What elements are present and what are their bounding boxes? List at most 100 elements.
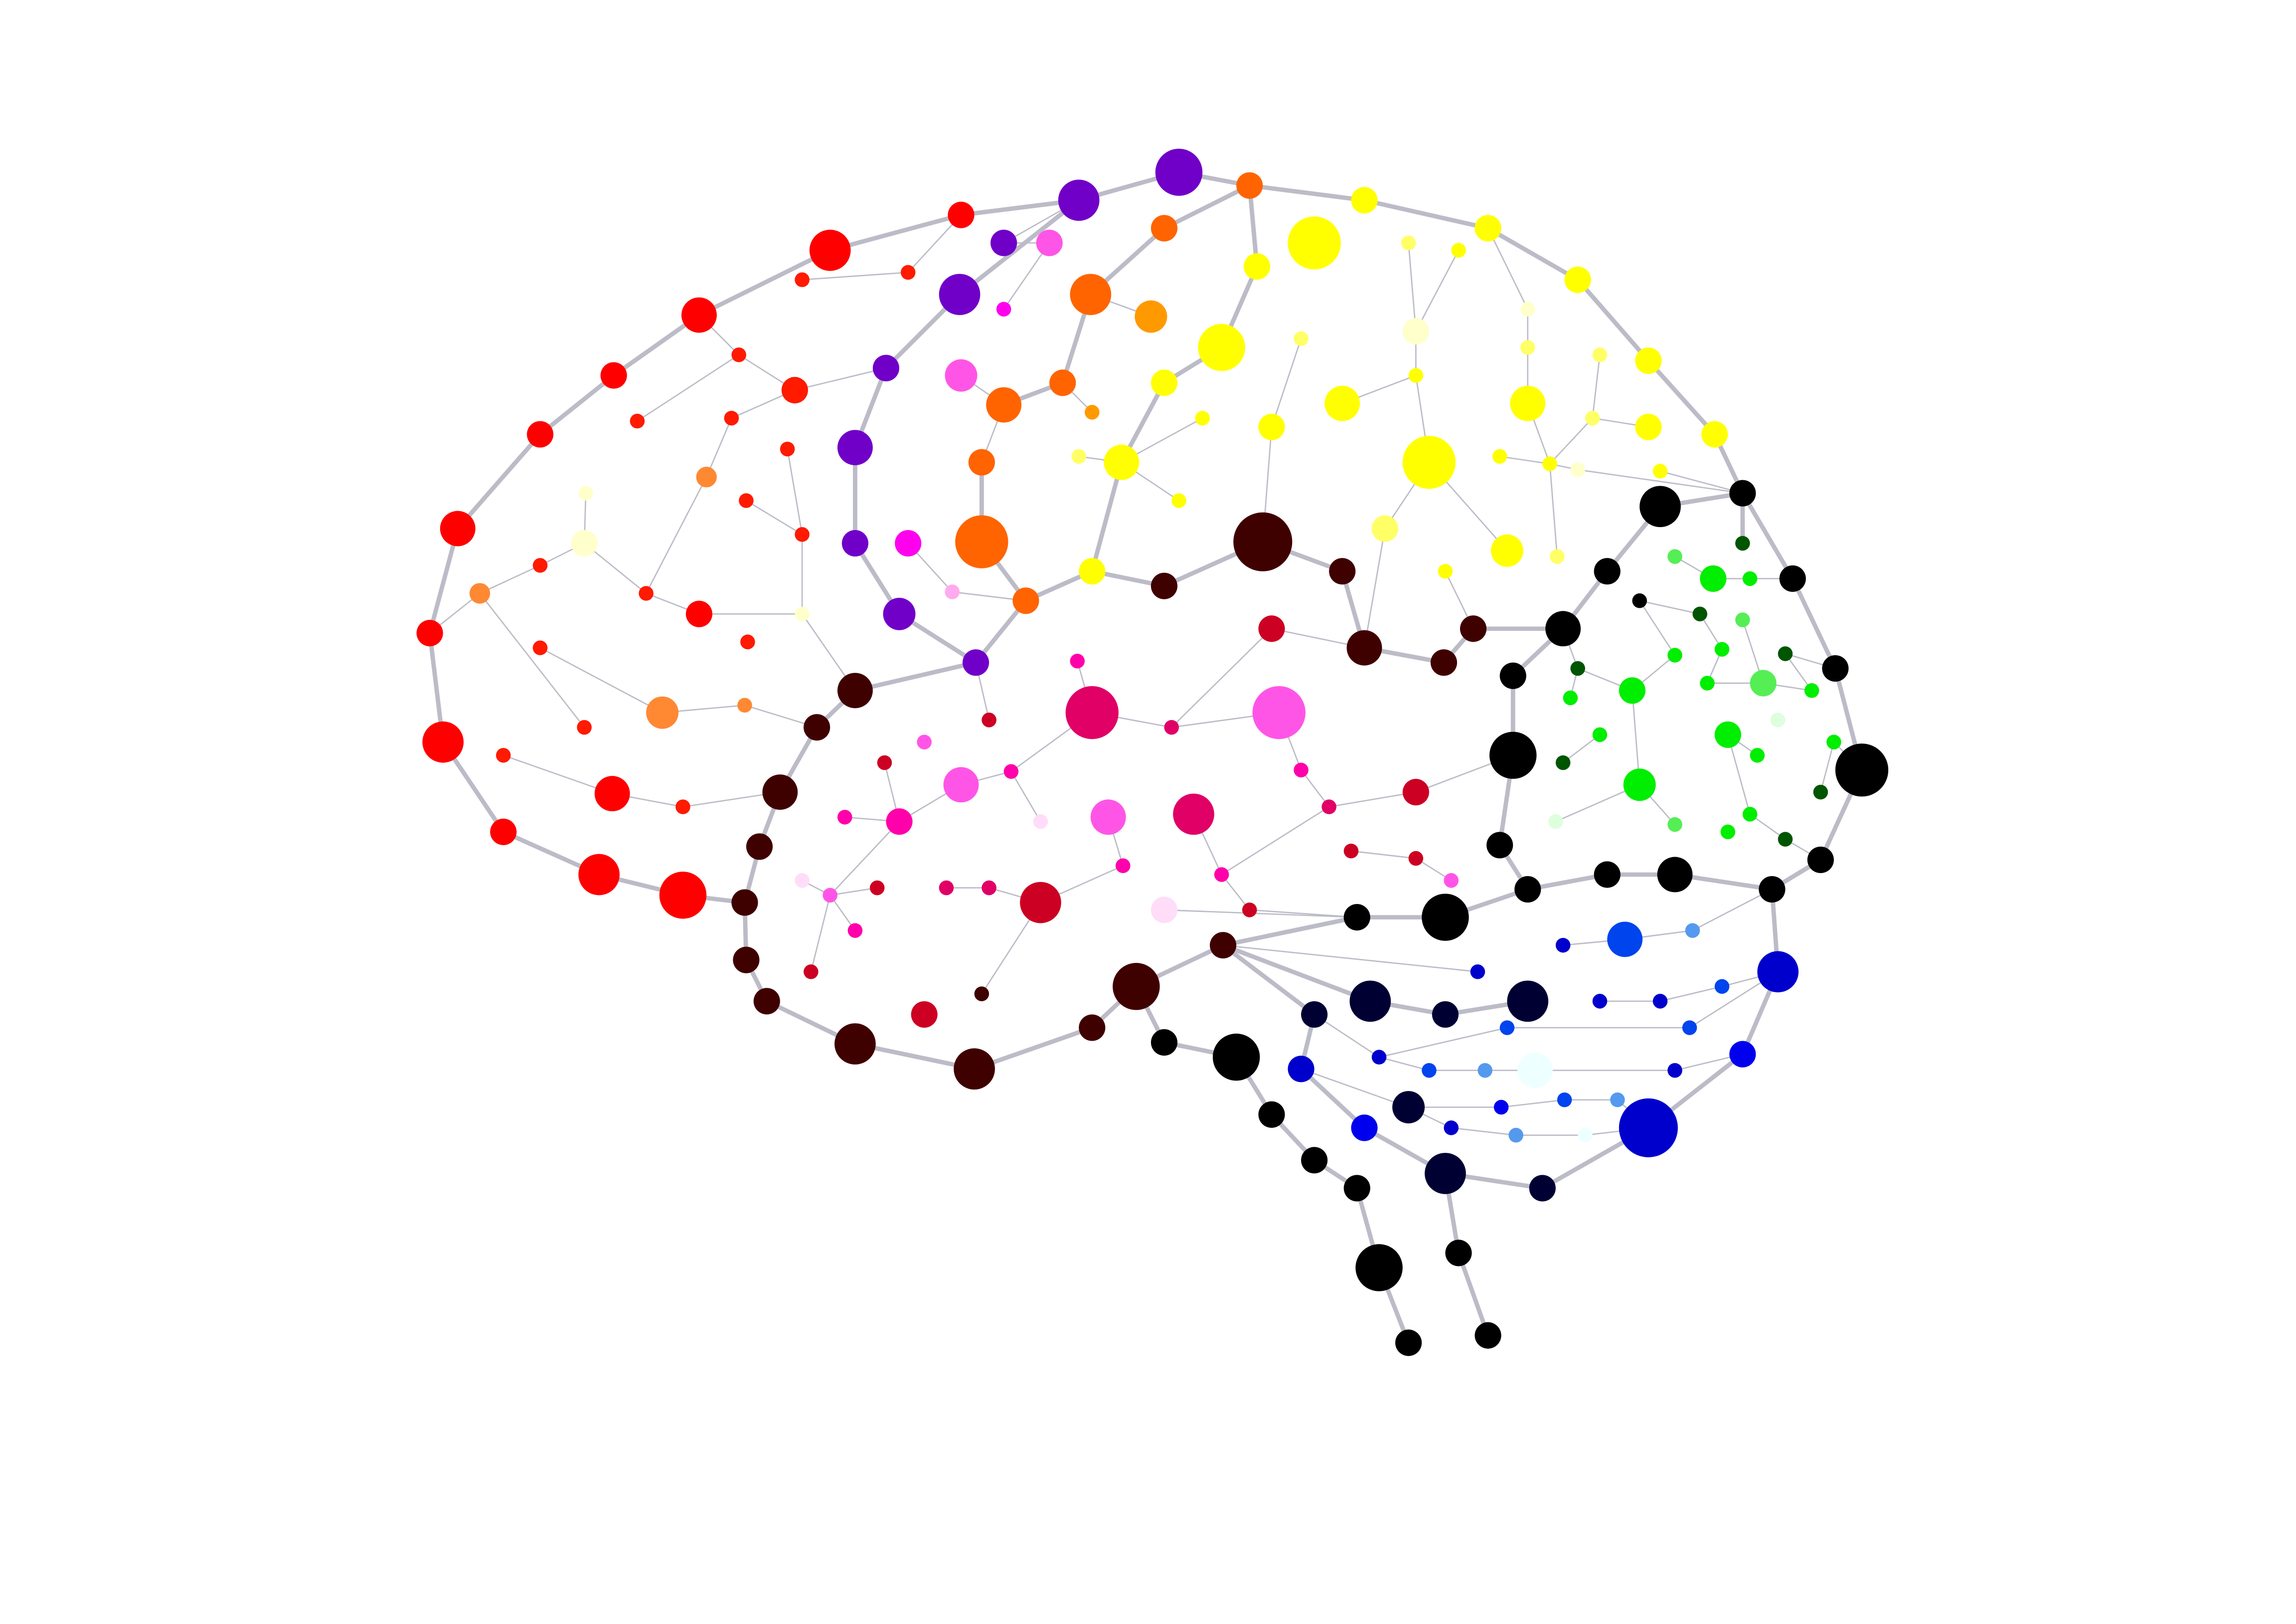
network-node bbox=[1514, 876, 1541, 903]
network-node bbox=[911, 1001, 938, 1028]
network-node bbox=[1632, 593, 1647, 608]
network-node bbox=[1294, 762, 1309, 778]
network-node bbox=[795, 272, 810, 287]
network-edge bbox=[1646, 359, 1717, 437]
network-node bbox=[1585, 410, 1600, 426]
network-edge bbox=[1549, 417, 1594, 465]
network-node bbox=[1563, 690, 1578, 706]
network-node bbox=[440, 511, 476, 546]
network-edge bbox=[1363, 528, 1386, 649]
network-node bbox=[1351, 187, 1378, 214]
network-node bbox=[1640, 486, 1681, 528]
network-node bbox=[780, 441, 795, 457]
network-edge bbox=[1222, 944, 1478, 973]
network-node bbox=[1623, 768, 1656, 801]
network-node bbox=[1570, 661, 1585, 676]
network-edge bbox=[1415, 249, 1460, 332]
network-node bbox=[740, 634, 755, 650]
network-edge bbox=[787, 448, 803, 536]
network-node bbox=[1477, 1063, 1492, 1078]
network-node bbox=[781, 376, 808, 404]
network-node bbox=[1835, 743, 1889, 797]
network-edge bbox=[1221, 943, 1373, 1004]
network-node bbox=[1667, 549, 1682, 564]
network-node bbox=[1288, 216, 1341, 270]
network-edge bbox=[1221, 874, 1251, 911]
network-node bbox=[1667, 817, 1682, 832]
network-node bbox=[1619, 1098, 1678, 1157]
network-node bbox=[724, 410, 739, 426]
network-node bbox=[982, 880, 996, 896]
network-node bbox=[804, 964, 819, 979]
network-node bbox=[939, 880, 954, 896]
network-node bbox=[1742, 571, 1758, 586]
network-node bbox=[1214, 867, 1229, 882]
network-node bbox=[900, 265, 916, 280]
network-node bbox=[1198, 324, 1245, 371]
network-edge bbox=[1727, 734, 1751, 815]
network-edge bbox=[1408, 242, 1417, 332]
network-node bbox=[737, 698, 752, 713]
network-node bbox=[753, 988, 780, 1015]
network-node bbox=[1570, 462, 1585, 477]
network-node bbox=[1116, 858, 1131, 874]
network-node bbox=[1475, 1322, 1501, 1349]
network-node bbox=[1135, 300, 1167, 333]
network-node bbox=[1150, 897, 1178, 923]
network-node bbox=[1700, 565, 1727, 592]
network-node bbox=[1607, 921, 1643, 957]
network-node bbox=[1507, 980, 1549, 1022]
network-node bbox=[917, 734, 932, 750]
network-node bbox=[1490, 534, 1523, 567]
network-node bbox=[1735, 536, 1750, 551]
network-node bbox=[1545, 611, 1581, 647]
network-node bbox=[1499, 662, 1526, 689]
network-node bbox=[1451, 243, 1466, 258]
network-node bbox=[1592, 994, 1608, 1009]
network-node bbox=[982, 713, 996, 727]
network-node bbox=[804, 714, 830, 741]
network-node bbox=[1343, 843, 1359, 859]
network-node bbox=[1445, 1240, 1472, 1266]
network-node bbox=[1807, 846, 1834, 874]
network-node bbox=[1155, 149, 1203, 196]
network-node bbox=[490, 818, 517, 845]
network-edge bbox=[1562, 734, 1601, 763]
network-node bbox=[1822, 655, 1849, 682]
network-node bbox=[1243, 253, 1271, 280]
network-edge bbox=[1487, 227, 1529, 310]
network-node bbox=[1432, 1001, 1459, 1028]
network-node bbox=[577, 720, 592, 735]
network-node bbox=[681, 297, 717, 333]
network-edge bbox=[1790, 576, 1838, 671]
network-node bbox=[834, 1023, 876, 1065]
network-node bbox=[630, 413, 645, 429]
network-node bbox=[1520, 302, 1535, 317]
network-edge bbox=[479, 564, 541, 594]
network-node bbox=[1408, 368, 1424, 383]
network-node bbox=[1667, 1063, 1682, 1078]
network-node bbox=[1343, 1175, 1370, 1202]
network-node bbox=[1635, 347, 1662, 374]
network-edge bbox=[1740, 491, 1795, 581]
network-node bbox=[877, 755, 892, 770]
network-node bbox=[841, 530, 869, 557]
network-node bbox=[1489, 731, 1537, 779]
network-node bbox=[1460, 615, 1487, 642]
network-node bbox=[948, 201, 975, 228]
network-node bbox=[1150, 1029, 1178, 1056]
network-node bbox=[996, 302, 1011, 317]
network-node bbox=[1520, 340, 1535, 355]
network-node bbox=[1692, 606, 1707, 622]
network-node bbox=[943, 767, 979, 803]
network-node bbox=[1294, 331, 1309, 346]
network-node bbox=[422, 721, 464, 763]
network-node bbox=[1150, 369, 1178, 396]
network-node bbox=[1700, 676, 1715, 691]
network-node bbox=[1517, 1053, 1553, 1088]
network-node bbox=[809, 229, 851, 271]
network-node bbox=[1090, 799, 1126, 835]
network-edge bbox=[1575, 277, 1651, 363]
network-node bbox=[1714, 979, 1730, 994]
network-node bbox=[1210, 932, 1237, 959]
